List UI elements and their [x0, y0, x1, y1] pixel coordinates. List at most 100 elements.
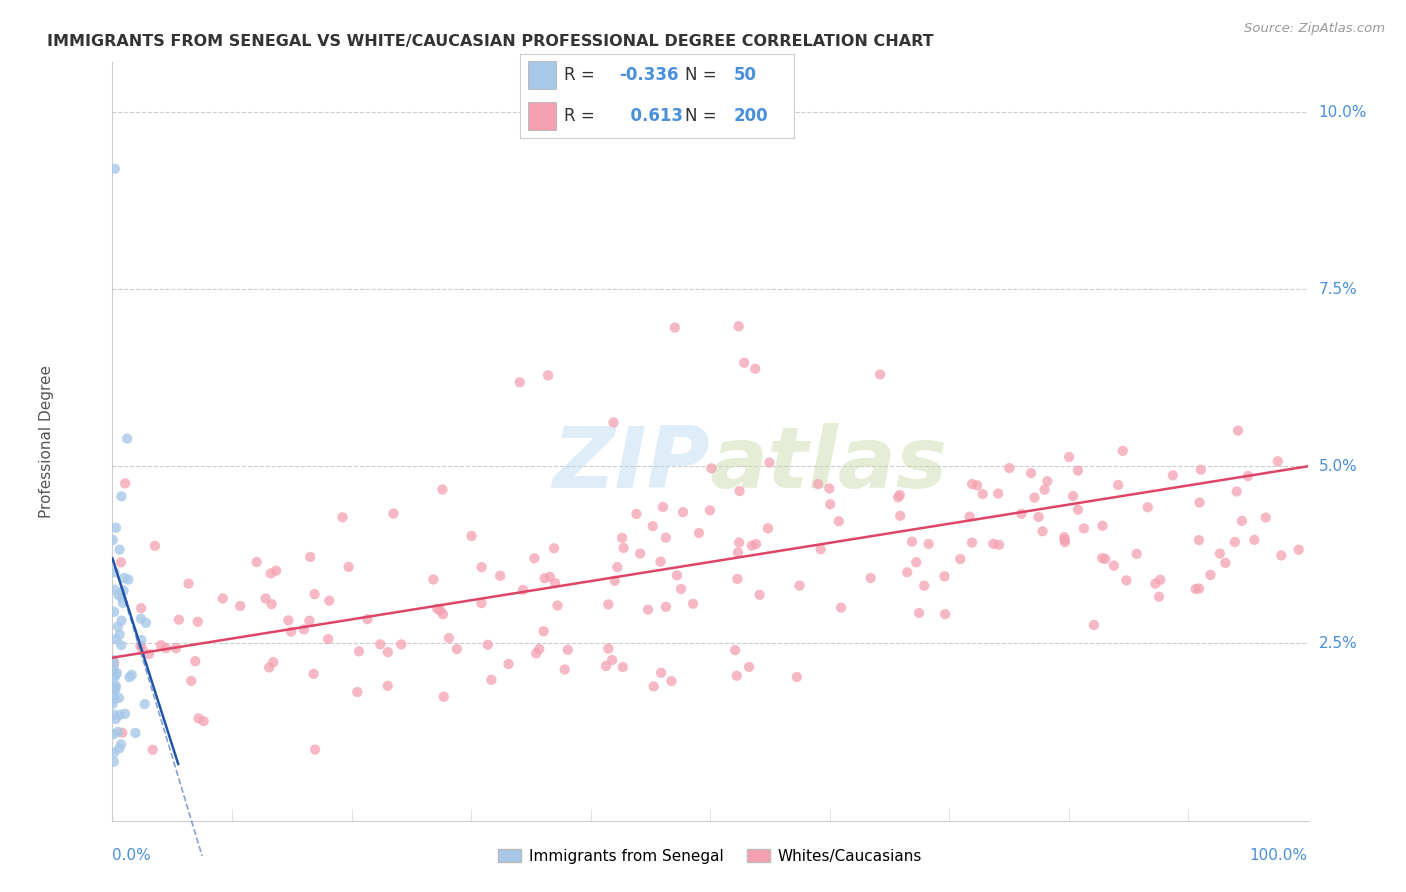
Point — [108, 707, 131, 722]
Point — [108, 690, 131, 705]
Point — [1188, 533, 1211, 548]
Text: N =: N = — [685, 107, 721, 125]
Point — [470, 596, 492, 610]
Point — [112, 571, 135, 585]
Point — [537, 368, 560, 383]
Text: 2.5%: 2.5% — [1319, 636, 1357, 651]
Point — [889, 508, 911, 523]
Point — [118, 670, 141, 684]
Point — [114, 476, 136, 491]
Point — [229, 599, 252, 613]
Point — [260, 597, 283, 611]
Point — [1243, 533, 1265, 547]
Point — [523, 551, 546, 566]
Point — [112, 583, 135, 598]
Point — [557, 643, 579, 657]
Point — [129, 612, 152, 626]
Point — [1107, 478, 1129, 492]
Text: -0.336: -0.336 — [619, 66, 679, 84]
Point — [652, 500, 675, 514]
Point — [1267, 454, 1289, 468]
Point — [211, 591, 233, 606]
Point — [830, 600, 852, 615]
Point — [543, 541, 565, 556]
Point — [368, 637, 391, 651]
Point — [1270, 549, 1292, 563]
Point — [1057, 450, 1080, 464]
Point — [1199, 568, 1222, 582]
Point — [509, 376, 531, 390]
Point — [104, 161, 127, 176]
Text: 100.0%: 100.0% — [1250, 848, 1308, 863]
Point — [104, 712, 127, 726]
Point — [129, 639, 152, 653]
Point — [998, 461, 1021, 475]
Point — [299, 549, 322, 564]
Point — [1184, 582, 1206, 596]
Point — [110, 638, 132, 652]
Point — [318, 593, 340, 607]
Bar — [529, 62, 555, 89]
Point — [167, 613, 190, 627]
Point — [257, 660, 280, 674]
Point — [292, 623, 315, 637]
Text: atlas: atlas — [710, 423, 948, 506]
Point — [304, 587, 326, 601]
Point — [533, 571, 555, 585]
Point — [960, 477, 983, 491]
Point — [1230, 514, 1253, 528]
Point — [665, 568, 688, 582]
Point — [912, 579, 935, 593]
Point — [332, 510, 354, 524]
Point — [869, 368, 891, 382]
Point — [818, 497, 841, 511]
Point — [108, 627, 131, 641]
Point — [1161, 468, 1184, 483]
Point — [612, 660, 634, 674]
Point — [422, 573, 444, 587]
Point — [682, 597, 704, 611]
Point — [987, 486, 1010, 500]
Point — [108, 741, 131, 756]
Point — [184, 654, 207, 668]
Point — [959, 509, 981, 524]
Point — [104, 668, 127, 682]
Point — [103, 727, 125, 741]
Point — [725, 669, 748, 683]
Point — [446, 642, 468, 657]
Point — [544, 576, 567, 591]
Point — [1091, 551, 1114, 566]
Point — [1115, 574, 1137, 588]
Point — [432, 483, 454, 497]
Point — [107, 620, 129, 634]
Point — [121, 668, 143, 682]
Point — [124, 726, 146, 740]
Point — [103, 746, 125, 760]
Text: R =: R = — [564, 107, 600, 125]
Point — [110, 591, 132, 605]
Point — [828, 514, 851, 528]
Point — [512, 582, 534, 597]
Point — [661, 674, 683, 689]
Point — [529, 642, 551, 657]
Point — [1094, 552, 1116, 566]
Point — [187, 615, 209, 629]
Point — [538, 570, 561, 584]
Point — [610, 531, 633, 545]
Point — [101, 690, 124, 704]
Point — [103, 707, 125, 722]
Text: 5.0%: 5.0% — [1319, 458, 1357, 474]
Point — [650, 555, 672, 569]
Point — [1073, 521, 1095, 535]
Point — [901, 534, 924, 549]
Point — [1188, 582, 1211, 596]
Point — [1024, 491, 1046, 505]
Text: ZIP: ZIP — [553, 423, 710, 506]
Point — [103, 659, 125, 673]
Point — [738, 660, 761, 674]
Point — [917, 537, 939, 551]
Point — [758, 456, 780, 470]
Point — [728, 535, 751, 549]
Point — [1209, 547, 1232, 561]
Point — [748, 588, 770, 602]
